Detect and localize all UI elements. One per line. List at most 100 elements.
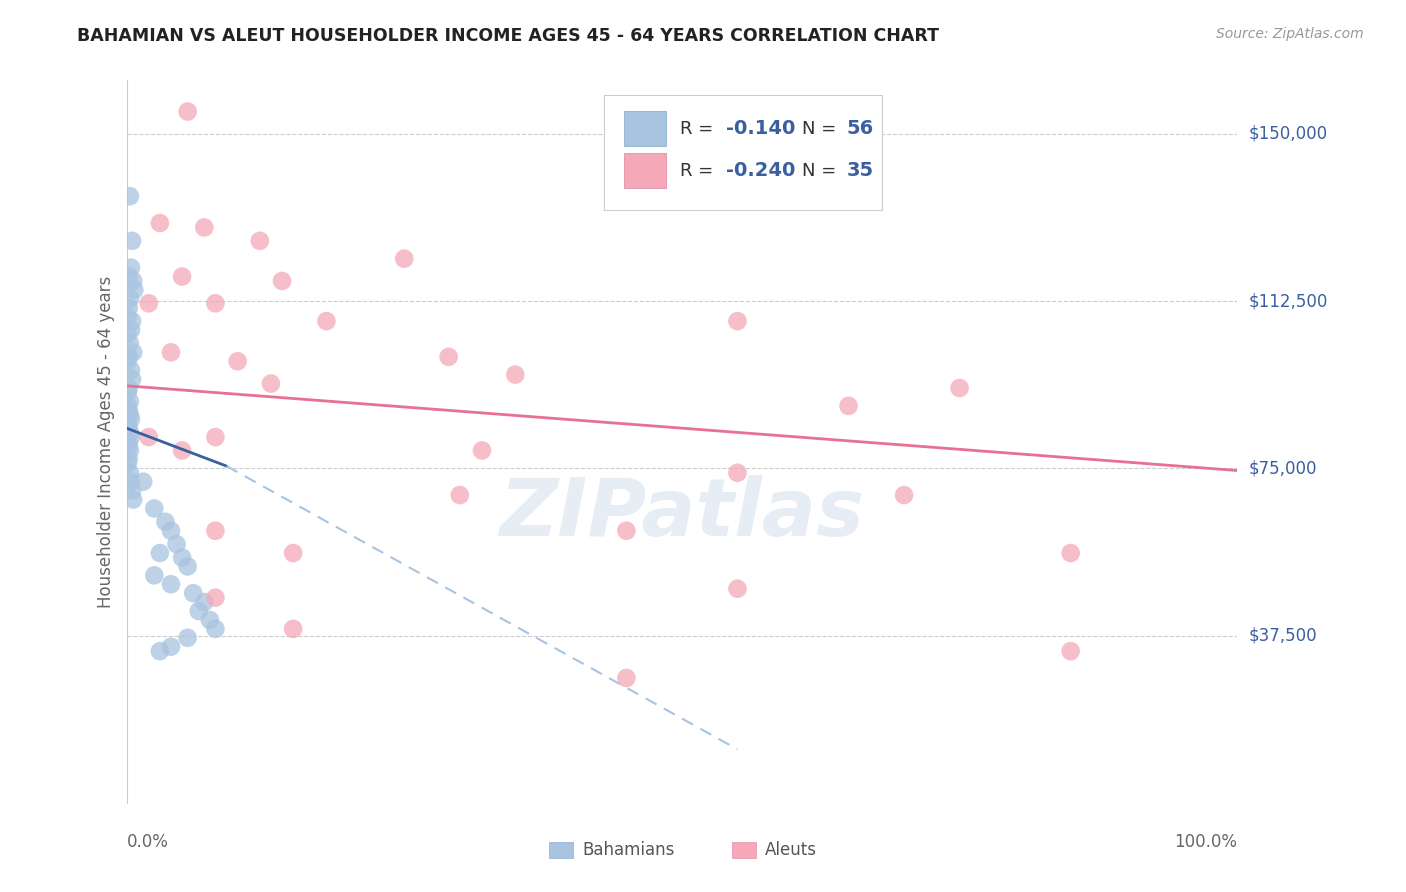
- Point: [124, 283, 146, 297]
- Point: [138, 46, 160, 61]
- Point: [118, 443, 141, 458]
- Point: [120, 260, 142, 275]
- Point: [172, 550, 194, 565]
- Text: $75,000: $75,000: [1249, 459, 1317, 477]
- Point: [437, 350, 460, 364]
- Point: [138, 296, 160, 310]
- Point: [616, 671, 638, 685]
- Point: [149, 546, 172, 560]
- Point: [172, 443, 194, 458]
- Text: 35: 35: [846, 161, 873, 180]
- Point: [204, 430, 226, 444]
- Point: [226, 354, 249, 368]
- Text: ZIPatlas: ZIPatlas: [499, 475, 865, 553]
- Point: [160, 345, 183, 359]
- Text: 0.0%: 0.0%: [127, 833, 169, 851]
- Point: [281, 546, 304, 560]
- Point: [149, 216, 172, 230]
- Point: [117, 434, 139, 449]
- Point: [118, 408, 141, 422]
- Bar: [733, 842, 756, 858]
- Point: [176, 631, 198, 645]
- Text: 100.0%: 100.0%: [1174, 833, 1237, 851]
- FancyBboxPatch shape: [624, 153, 666, 188]
- Point: [271, 274, 294, 288]
- Point: [181, 586, 204, 600]
- Point: [118, 301, 141, 315]
- Point: [117, 354, 139, 368]
- Point: [727, 582, 749, 596]
- Point: [198, 613, 221, 627]
- Point: [120, 475, 142, 489]
- Text: Source: ZipAtlas.com: Source: ZipAtlas.com: [1216, 27, 1364, 41]
- Point: [1060, 644, 1083, 658]
- Point: [118, 403, 141, 417]
- Point: [120, 430, 142, 444]
- Point: [204, 296, 226, 310]
- Point: [893, 488, 915, 502]
- Point: [118, 439, 141, 453]
- Point: [193, 595, 215, 609]
- Point: [949, 381, 972, 395]
- Point: [143, 568, 166, 582]
- Point: [503, 368, 526, 382]
- Point: [160, 577, 183, 591]
- Point: [160, 524, 183, 538]
- Point: [394, 252, 416, 266]
- Point: [315, 314, 337, 328]
- Point: [193, 220, 215, 235]
- Point: [118, 189, 141, 203]
- Point: [204, 591, 226, 605]
- Text: Aleuts: Aleuts: [765, 841, 817, 859]
- Point: [122, 345, 145, 359]
- Text: $37,500: $37,500: [1249, 626, 1317, 645]
- Point: [249, 234, 271, 248]
- Point: [122, 492, 145, 507]
- Point: [138, 430, 160, 444]
- Text: Bahamians: Bahamians: [582, 841, 675, 859]
- Point: [117, 417, 139, 431]
- FancyBboxPatch shape: [624, 112, 666, 146]
- Text: R =: R =: [679, 120, 718, 137]
- Point: [260, 376, 283, 391]
- Point: [143, 501, 166, 516]
- Point: [118, 425, 141, 440]
- Point: [166, 537, 188, 551]
- Point: [281, 622, 304, 636]
- Point: [204, 622, 226, 636]
- Point: [176, 104, 198, 119]
- Point: [160, 640, 183, 654]
- Point: [727, 466, 749, 480]
- Point: [132, 475, 155, 489]
- Text: -0.140: -0.140: [727, 120, 796, 138]
- Point: [118, 421, 141, 435]
- Point: [176, 559, 198, 574]
- Point: [117, 457, 139, 471]
- Point: [149, 644, 172, 658]
- Point: [120, 412, 142, 426]
- Point: [204, 524, 226, 538]
- Text: -0.240: -0.240: [727, 161, 796, 180]
- Point: [118, 466, 141, 480]
- Point: [118, 336, 141, 351]
- Point: [118, 350, 141, 364]
- Text: N =: N =: [801, 120, 842, 137]
- Text: $150,000: $150,000: [1249, 125, 1327, 143]
- Text: $112,500: $112,500: [1249, 292, 1327, 310]
- Point: [117, 327, 139, 342]
- Point: [118, 452, 141, 467]
- Point: [117, 385, 139, 400]
- Point: [118, 292, 141, 306]
- Point: [118, 269, 141, 284]
- Point: [1060, 546, 1083, 560]
- Point: [838, 399, 860, 413]
- Point: [117, 310, 139, 324]
- Point: [155, 515, 177, 529]
- FancyBboxPatch shape: [605, 95, 882, 211]
- Point: [727, 314, 749, 328]
- Point: [121, 314, 143, 328]
- Text: 56: 56: [846, 120, 873, 138]
- Point: [121, 483, 143, 498]
- Point: [471, 443, 494, 458]
- Text: N =: N =: [801, 161, 842, 179]
